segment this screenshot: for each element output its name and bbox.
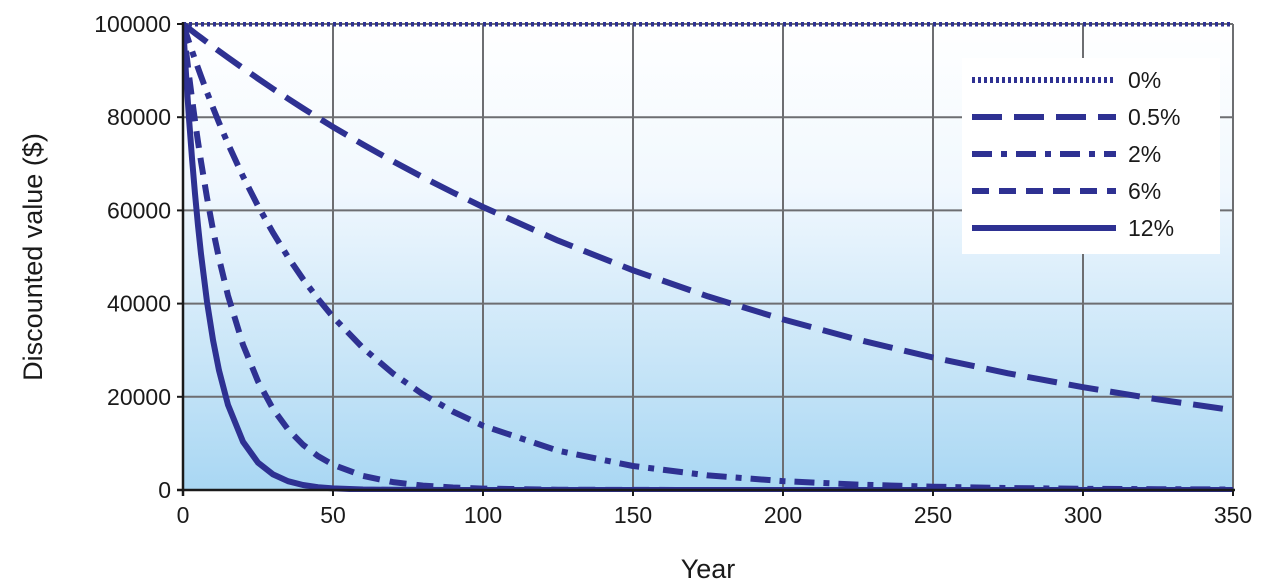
- y-axis-ticks: 0 20000 40000 60000 80000 100000: [94, 11, 183, 503]
- x-tick-label: 50: [320, 502, 346, 528]
- legend-label: 6%: [1128, 178, 1161, 204]
- x-tick-label: 250: [914, 502, 952, 528]
- y-tick-label: 40000: [107, 291, 171, 317]
- series-line-0-5pct: [183, 22, 1234, 414]
- y-tick-label: 100000: [94, 11, 171, 37]
- legend: 0% 0.5% 2% 6% 12%: [962, 58, 1220, 254]
- y-tick-label: 20000: [107, 384, 171, 410]
- y-tick-label: 60000: [107, 197, 171, 223]
- legend-label: 2%: [1128, 141, 1161, 167]
- x-tick-label: 200: [764, 502, 802, 528]
- x-axis-title: Year: [681, 554, 736, 584]
- legend-label: 12%: [1128, 215, 1174, 241]
- axes: [177, 22, 1235, 496]
- y-tick-label: 0: [158, 477, 171, 503]
- legend-label: 0%: [1128, 67, 1161, 93]
- x-axis-ticks: 0 50 100 150 200 250 300 350: [177, 490, 1252, 528]
- x-tick-label: 300: [1064, 502, 1102, 528]
- legend-label: 0.5%: [1128, 104, 1180, 130]
- x-tick-label: 350: [1214, 502, 1252, 528]
- x-tick-label: 100: [464, 502, 502, 528]
- x-tick-label: 150: [614, 502, 652, 528]
- y-axis-title: Discounted value ($): [18, 133, 48, 381]
- x-tick-label: 0: [177, 502, 190, 528]
- series-line-2pct: [183, 23, 1234, 492]
- y-tick-label: 80000: [107, 104, 171, 130]
